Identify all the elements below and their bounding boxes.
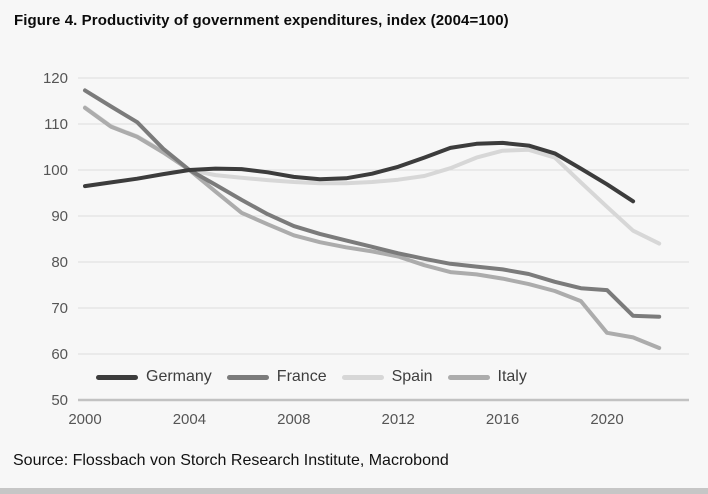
germany-line-swatch xyxy=(96,374,138,380)
x-tick-label: 2004 xyxy=(173,411,206,428)
germany-series-line xyxy=(83,140,636,204)
legend-item-france: France xyxy=(226,368,327,386)
chart-title: Figure 4. Productivity of government exp… xyxy=(14,12,509,29)
window-edge-strip xyxy=(0,488,708,494)
italy-series-line xyxy=(83,105,662,350)
y-tick-label: 70 xyxy=(51,300,68,317)
legend-label-spain: Spain xyxy=(391,368,433,385)
y-tick-label: 100 xyxy=(43,162,68,179)
legend-item-germany: Germany xyxy=(96,368,212,386)
legend-label-germany: Germany xyxy=(146,368,212,385)
source-caption: Source: Flossbach von Storch Research In… xyxy=(13,452,449,469)
y-tick-label: 80 xyxy=(51,254,68,271)
y-tick-label: 60 xyxy=(51,346,68,363)
legend-label-france: France xyxy=(276,368,327,385)
france-line-swatch xyxy=(226,374,269,380)
x-tick-label: 2008 xyxy=(277,411,310,428)
x-tick-label: 2016 xyxy=(486,411,519,428)
x-tick-label: 2000 xyxy=(68,411,101,428)
legend-label-italy: Italy xyxy=(497,368,527,385)
legend-item-spain: Spain xyxy=(341,368,433,386)
chart-legend: Germany France Spain Italy xyxy=(96,368,542,386)
italy-line-swatch xyxy=(447,374,490,380)
x-tick-label: 2012 xyxy=(382,411,415,428)
y-tick-label: 50 xyxy=(51,392,68,409)
y-tick-label: 120 xyxy=(43,70,68,87)
x-tick-label: 2020 xyxy=(590,411,623,428)
legend-item-italy: Italy xyxy=(447,368,527,386)
france-series-line xyxy=(83,88,662,319)
y-tick-label: 90 xyxy=(51,208,68,225)
y-tick-label: 110 xyxy=(44,116,68,133)
spain-line-swatch xyxy=(341,374,384,380)
